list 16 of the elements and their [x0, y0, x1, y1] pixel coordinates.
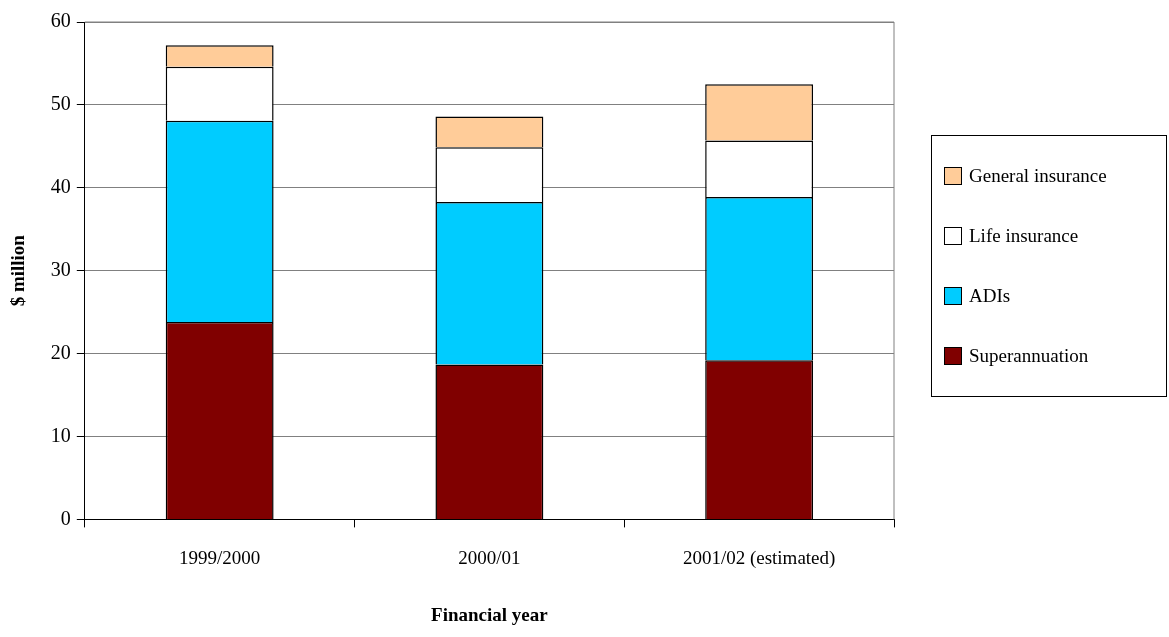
- legend-label: ADIs: [969, 285, 1011, 307]
- x-axis-title: Financial year: [431, 603, 549, 625]
- y-tick-label: 30: [50, 257, 71, 280]
- y-axis-title: $ million: [7, 234, 29, 307]
- legend-label: General insurance: [969, 165, 1107, 187]
- y-tick-label: 60: [50, 9, 71, 32]
- y-tick-label: 10: [50, 423, 71, 446]
- y-tick-label: 50: [50, 92, 71, 115]
- x-tick-label: 2000/01: [458, 546, 521, 568]
- legend-label: Superannuation: [969, 345, 1089, 367]
- y-tick-label: 40: [50, 175, 71, 198]
- y-tick-label: 20: [50, 340, 71, 363]
- x-tick-label: 1999/2000: [179, 546, 261, 568]
- y-tick-label: 0: [60, 506, 71, 529]
- text: Life insurance: [969, 225, 1079, 247]
- x-tick-label: 2001/02 (estimated): [682, 546, 836, 569]
